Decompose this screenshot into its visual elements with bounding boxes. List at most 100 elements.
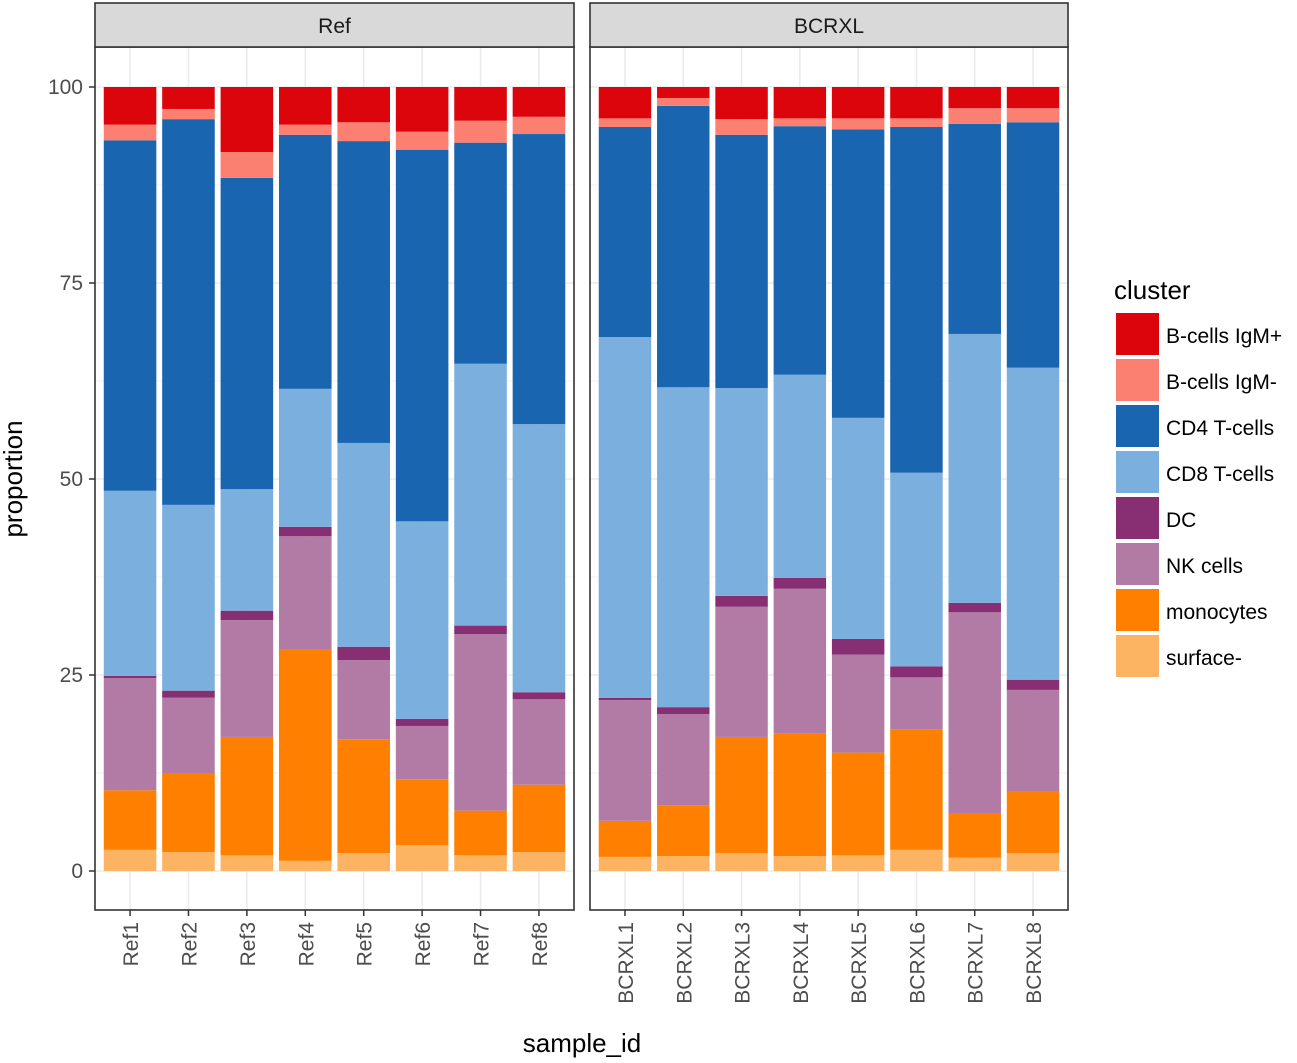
facet-strip — [589, 2, 1069, 48]
bar-segment-surface- — [395, 845, 449, 871]
bar-segment-nk-cells — [657, 714, 710, 806]
bar-segment-dc — [454, 625, 507, 635]
bar-segment-surface- — [220, 855, 274, 871]
bar-segment-monocytes — [220, 736, 274, 856]
bar-segment-b-cells-igm- — [773, 118, 827, 127]
bar-segment-b-cells-igm- — [337, 87, 390, 123]
x-tick-label: BCRXL2 — [673, 922, 696, 1004]
bar-BCRXL3 — [715, 87, 768, 871]
bar-segment-b-cells-igm- — [948, 108, 1001, 124]
legend-label: CD4 T-cells — [1166, 417, 1274, 440]
legend-item: monocytes — [1116, 589, 1268, 631]
bar-segment-surface- — [657, 856, 710, 871]
x-tick-label: Ref3 — [237, 922, 260, 966]
bar-segment-surface- — [279, 860, 332, 871]
y-tick-label: 25 — [60, 664, 83, 687]
bar-segment-monocytes — [948, 812, 1001, 858]
bar-segment-b-cells-igm- — [657, 97, 710, 106]
x-tick-label: Ref6 — [412, 922, 435, 966]
legend-label: DC — [1166, 509, 1196, 532]
x-tick-label: BCRXL3 — [732, 922, 755, 1004]
bar-segment-monocytes — [512, 784, 566, 853]
bar-Ref4 — [279, 87, 332, 871]
bar-segment-b-cells-igm- — [715, 119, 768, 135]
y-axis: 0 25 50 75 100 — [48, 76, 95, 883]
bar-segment-dc — [1006, 679, 1060, 690]
bar-segment-cd4-t-cells — [598, 126, 652, 338]
x-tick-label: BCRXL5 — [848, 922, 871, 1004]
facet-panel-ref: Ref1 Ref2 Ref3 Ref4 Ref5 Ref6 Ref7 Ref8 Ref — [94, 2, 575, 967]
bar-segment-dc — [512, 692, 566, 700]
legend-swatch — [1116, 313, 1159, 355]
bar-segment-nk-cells — [162, 697, 215, 773]
bar-Ref8 — [512, 87, 566, 871]
bar-segment-monocytes — [279, 649, 332, 861]
legend-title: cluster — [1114, 275, 1191, 305]
bar-segment-cd8-t-cells — [715, 388, 768, 596]
legend-label: B-cells IgM- — [1166, 371, 1277, 394]
bar-segment-nk-cells — [1006, 689, 1060, 792]
bar-segment-nk-cells — [890, 677, 943, 730]
x-tick-label: BCRXL6 — [906, 922, 929, 1004]
bar-BCRXL6 — [890, 87, 943, 871]
x-tick-label: Ref8 — [529, 922, 552, 966]
bar-segment-cd8-t-cells — [890, 472, 943, 667]
bar-segment-b-cells-igm- — [220, 152, 274, 178]
bar-segment-monocytes — [773, 733, 827, 857]
legend-swatch — [1116, 359, 1159, 401]
bar-segment-nk-cells — [598, 700, 652, 821]
x-tick-label: Ref5 — [354, 922, 377, 966]
bar-BCRXL2 — [657, 87, 710, 871]
bar-BCRXL8 — [1006, 87, 1060, 871]
bar-BCRXL5 — [831, 87, 885, 871]
bar-segment-surface- — [948, 857, 1001, 871]
legend-item: DC — [1116, 497, 1196, 539]
bar-segment-b-cells-igm- — [1006, 87, 1060, 109]
bar-segment-cd8-t-cells — [598, 337, 652, 698]
facet-strip-label: BCRXL — [794, 15, 864, 38]
legend-label: B-cells IgM+ — [1166, 325, 1282, 348]
bar-segment-b-cells-igm- — [103, 124, 157, 141]
bar-segment-nk-cells — [337, 660, 390, 740]
legend: B-cells IgM+ B-cells IgM- CD4 T-cells CD8 T… — [1116, 313, 1282, 677]
facet-strip — [94, 2, 575, 48]
bar-segment-cd4-t-cells — [1006, 122, 1060, 368]
bar-segment-dc — [657, 707, 710, 715]
x-tick-label: Ref4 — [295, 922, 318, 967]
bar-segment-b-cells-igm- — [890, 118, 943, 127]
bar-segment-dc — [279, 526, 332, 537]
bar-segment-b-cells-igm- — [657, 87, 710, 98]
bar-segment-b-cells-igm- — [279, 124, 332, 135]
bar-segment-cd8-t-cells — [1006, 367, 1060, 680]
bar-segment-dc — [162, 690, 215, 698]
bar-segment-dc — [337, 646, 390, 661]
y-tick-label: 75 — [60, 272, 83, 295]
bar-segment-monocytes — [395, 779, 449, 846]
bar-segment-nk-cells — [773, 588, 827, 734]
x-tick-label: BCRXL1 — [615, 922, 638, 1004]
bar-segment-nk-cells — [279, 536, 332, 650]
bar-segment-surface- — [890, 849, 943, 871]
bar-segment-b-cells-igm- — [454, 87, 507, 121]
bar-segment-b-cells-igm- — [598, 87, 652, 119]
bar-segment-cd8-t-cells — [337, 442, 390, 647]
bar-segment-dc — [948, 602, 1001, 613]
bar-segment-cd8-t-cells — [512, 424, 566, 693]
y-axis-title: proportion — [0, 420, 28, 537]
legend-label: CD8 T-cells — [1166, 463, 1274, 486]
bar-segment-cd4-t-cells — [948, 123, 1001, 334]
bar-segment-cd4-t-cells — [715, 134, 768, 389]
bar-Ref7 — [454, 87, 507, 871]
y-tick-label: 50 — [60, 468, 83, 491]
bar-segment-cd8-t-cells — [395, 521, 449, 719]
legend-item: B-cells IgM+ — [1116, 313, 1282, 355]
bar-segment-b-cells-igm- — [220, 87, 274, 153]
bar-segment-cd4-t-cells — [279, 134, 332, 389]
legend-label: monocytes — [1166, 601, 1268, 624]
bar-segment-b-cells-igm- — [773, 87, 827, 119]
legend-swatch — [1116, 497, 1159, 539]
bar-segment-cd4-t-cells — [103, 140, 157, 491]
legend-swatch — [1116, 589, 1159, 631]
y-tick-label: 0 — [71, 860, 83, 883]
bar-segment-b-cells-igm- — [103, 87, 157, 125]
